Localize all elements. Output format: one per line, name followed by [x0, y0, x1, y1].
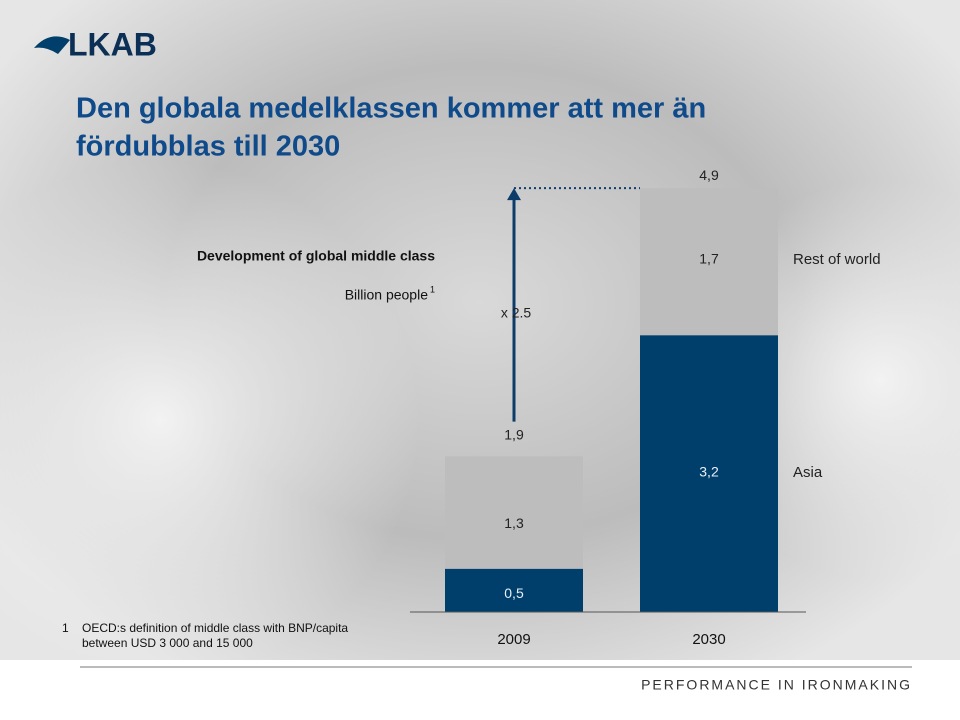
bg-shape [0, 160, 420, 680]
footer-text: PERFORMANCE IN IRONMAKING [641, 677, 912, 693]
footnote-marker: 1 [62, 621, 69, 635]
logo: LKAB [68, 26, 157, 62]
arrow-head [507, 188, 521, 201]
x-tick-label: 2030 [692, 631, 725, 648]
value-label: 3,2 [699, 464, 719, 480]
legend-label: Rest of world [793, 251, 881, 268]
subtitle: Development of global middle class [197, 248, 435, 264]
logo-icon [34, 36, 70, 54]
annotation: x 2.5 [501, 305, 532, 321]
title-line: Den globala medelklassen kommer att mer … [76, 93, 706, 125]
bar-segment [640, 335, 778, 612]
unit-footnote-marker: 1 [430, 284, 435, 294]
footnote-line: between USD 3 000 and 15 000 [82, 636, 253, 650]
footnote-line: OECD:s definition of middle class with B… [82, 621, 348, 635]
value-label: 0,5 [504, 585, 524, 601]
total-label: 1,9 [504, 426, 524, 442]
footer-band [0, 660, 960, 720]
total-label: 4,9 [699, 167, 719, 183]
chart: 0,5 1,3 1,9 2009 3,2 1,7 4,9 2030 Asia Rest of wo… [410, 167, 881, 648]
value-label: 1,3 [504, 515, 524, 531]
x-tick-label: 2009 [497, 631, 530, 648]
legend-label: Asia [793, 464, 823, 481]
bar-segment [640, 188, 778, 336]
title-line: fördubblas till 2030 [76, 131, 340, 163]
bar-segment [445, 568, 583, 612]
value-label: 1,7 [699, 251, 719, 267]
bar-segment [445, 456, 583, 569]
unit: Billion people [345, 287, 428, 303]
